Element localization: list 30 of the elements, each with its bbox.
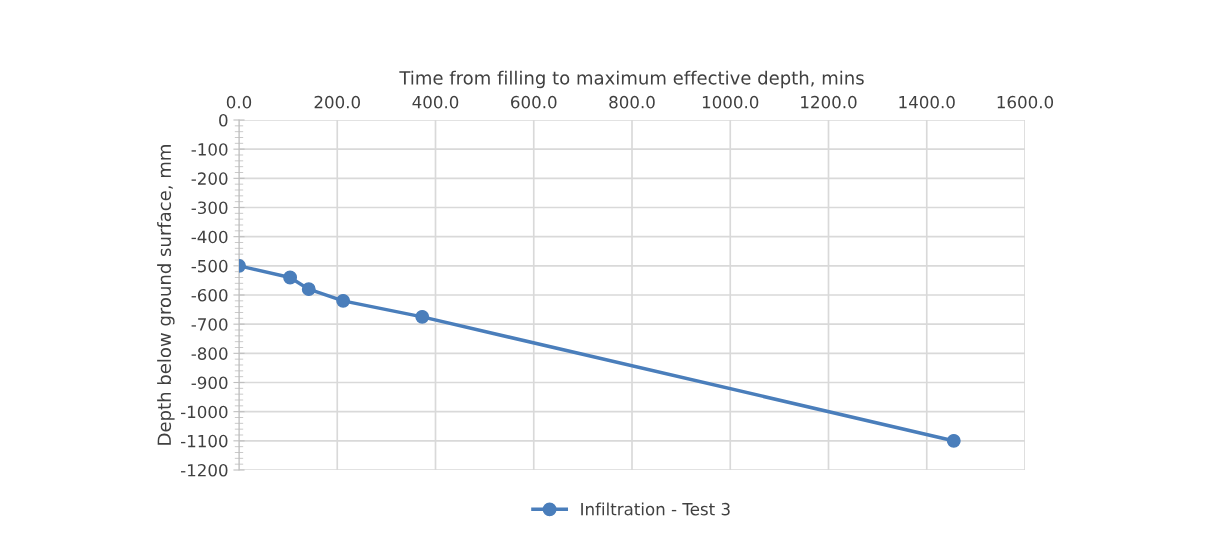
x-tick-label: 600.0 (511, 95, 557, 109)
point (946, 433, 961, 448)
x-tick-label: 800.0 (609, 95, 655, 109)
y-tick-label: -500 (191, 259, 228, 273)
y-tick-label: -900 (191, 376, 228, 390)
x-tick-label: 200.0 (314, 95, 360, 109)
x-tick-label: 1600.0 (997, 95, 1054, 109)
y-tick-label: -1100 (180, 434, 228, 448)
y-tick-label: -800 (191, 347, 228, 360)
y-tick-label: -300 (191, 201, 228, 215)
x-axis-title: Time from filling to maximum effective depth, mins (399, 70, 864, 89)
x-tick-label: 0.0 (226, 95, 252, 109)
point (283, 270, 298, 285)
legend-label: Infiltration - Test 3 (581, 502, 730, 516)
x-tick-label: 1200.0 (801, 95, 857, 109)
y-tick-label: 0 (219, 113, 228, 127)
y-axis-title: Depth below ground surface, mm (157, 145, 175, 445)
point (415, 309, 430, 324)
x-tick-label: 1000.0 (702, 95, 759, 109)
y-tick-label: -600 (191, 288, 228, 302)
y-tick-label: -200 (191, 172, 228, 185)
y-tick-label: -1000 (180, 405, 228, 419)
y-tick-label: -400 (191, 230, 228, 244)
point (336, 293, 351, 308)
y-tick-label: -100 (191, 143, 228, 156)
x-tick-label: 400.0 (412, 95, 459, 109)
y-tick-label: -700 (191, 318, 228, 331)
y-tick-label: -1200 (180, 463, 228, 477)
point (301, 282, 316, 297)
x-tick-label: 1400.0 (899, 95, 955, 109)
